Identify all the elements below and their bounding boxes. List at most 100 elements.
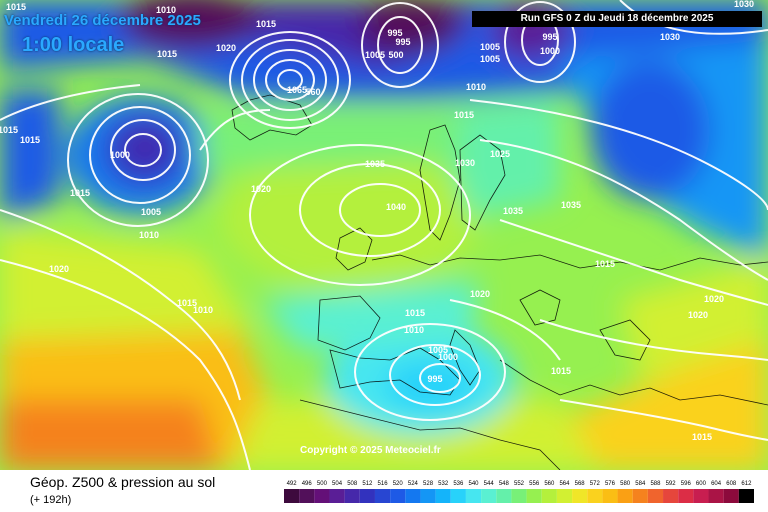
isobar-label: 1015 bbox=[551, 366, 571, 376]
legend-swatch bbox=[663, 489, 678, 503]
isobar-label: 1035 bbox=[503, 206, 523, 216]
isobar-label: 1010 bbox=[139, 230, 159, 240]
isobar-label: 1015 bbox=[70, 188, 90, 198]
legend-swatch bbox=[618, 489, 633, 503]
legend-swatch bbox=[284, 489, 299, 503]
legend-tick-label: 608 bbox=[726, 481, 737, 487]
legend-tick-label: 528 bbox=[423, 481, 434, 487]
isobar-label: 1015 bbox=[256, 19, 276, 29]
legend-tick-label: 584 bbox=[635, 481, 646, 487]
isobar-label: 1000 bbox=[438, 352, 458, 362]
isobar-label: 1020 bbox=[216, 43, 236, 53]
isobar-label: 1020 bbox=[704, 294, 724, 304]
isobar-label: 1005 bbox=[480, 42, 500, 52]
isobar-label: 1020 bbox=[49, 264, 69, 274]
legend-tick-label: 524 bbox=[408, 481, 419, 487]
legend-swatch bbox=[648, 489, 663, 503]
legend-swatch bbox=[602, 489, 617, 503]
legend-swatch bbox=[405, 489, 420, 503]
legend-tick-label: 580 bbox=[620, 481, 631, 487]
legend-tick-label: 532 bbox=[438, 481, 449, 487]
isobar-label: 1030 bbox=[734, 0, 754, 9]
isobar-label: 1015 bbox=[454, 110, 474, 120]
legend-swatch bbox=[709, 489, 724, 503]
legend-swatch bbox=[527, 489, 542, 503]
legend-swatch bbox=[299, 489, 314, 503]
legend-swatch bbox=[724, 489, 739, 503]
isobar-label: 1010 bbox=[466, 82, 486, 92]
legend-swatch bbox=[572, 489, 587, 503]
legend-swatch bbox=[511, 489, 526, 503]
isobar-label: 1005 bbox=[365, 50, 385, 60]
legend-tick-label: 572 bbox=[590, 481, 601, 487]
legend-tick-label: 568 bbox=[575, 481, 586, 487]
isobar-label: 1020 bbox=[470, 289, 490, 299]
isobar-label: 1015 bbox=[157, 49, 177, 59]
legend-swatch bbox=[451, 489, 466, 503]
legend-swatch bbox=[375, 489, 390, 503]
isobar-label: 1030 bbox=[660, 32, 680, 42]
legend-swatch bbox=[633, 489, 648, 503]
legend-swatch bbox=[345, 489, 360, 503]
legend-tick-label: 536 bbox=[453, 481, 464, 487]
isobar-label: 1015 bbox=[20, 135, 40, 145]
legend-tick-label: 564 bbox=[559, 481, 570, 487]
legend-swatch bbox=[693, 489, 708, 503]
legend-tick-label: 612 bbox=[741, 481, 752, 487]
legend-tick-label: 504 bbox=[332, 481, 343, 487]
legend-tick-label: 492 bbox=[287, 481, 298, 487]
legend-swatch bbox=[739, 489, 754, 503]
legend-tick-label: 604 bbox=[711, 481, 722, 487]
color-legend: 492 496 500 504 508 512 516 520 524 528 532 536 540 5… bbox=[284, 477, 754, 507]
isobar-label: 1010 bbox=[193, 305, 213, 315]
legend-tick-label: 544 bbox=[484, 481, 495, 487]
legend-swatch bbox=[481, 489, 496, 503]
legend-swatch bbox=[360, 489, 375, 503]
isobar-label: 995 bbox=[542, 32, 557, 42]
legend-swatch bbox=[587, 489, 602, 503]
legend-tick-label: 516 bbox=[378, 481, 389, 487]
isobar-label: 1015 bbox=[405, 308, 425, 318]
legend-tick-label: 520 bbox=[393, 481, 404, 487]
copyright: Copyright © 2025 Meteociel.fr bbox=[300, 445, 441, 456]
valid-date: Vendredi 26 décembre 2025 bbox=[4, 12, 201, 29]
isobar-label: 1025 bbox=[490, 149, 510, 159]
isobar-label: 1000 bbox=[110, 150, 130, 160]
legend-swatch bbox=[678, 489, 693, 503]
isobar-label: 1015 bbox=[0, 125, 18, 135]
isobar-label: 1015 bbox=[6, 2, 26, 12]
legend-tick-label: 596 bbox=[681, 481, 692, 487]
legend-tick-label: 576 bbox=[605, 481, 616, 487]
legend-swatch bbox=[557, 489, 572, 503]
run-info: Run GFS 0 Z du Jeudi 18 décembre 2025 bbox=[472, 11, 762, 27]
legend-tick-label: 508 bbox=[347, 481, 358, 487]
legend-swatch bbox=[496, 489, 511, 503]
isobar-label: 995 bbox=[427, 374, 442, 384]
isobar-label: 560 bbox=[305, 87, 320, 97]
legend-tick-label: 588 bbox=[650, 481, 661, 487]
local-time: 1:00 locale bbox=[22, 34, 124, 57]
isobar-label: 1010 bbox=[404, 325, 424, 335]
legend-tick-label: 512 bbox=[362, 481, 373, 487]
isobar-label: 1035 bbox=[365, 159, 385, 169]
legend-tick-label: 552 bbox=[514, 481, 525, 487]
isobar-label: 1020 bbox=[251, 184, 271, 194]
legend-tick-label: 556 bbox=[529, 481, 540, 487]
legend-swatch bbox=[314, 489, 329, 503]
legend-swatch bbox=[436, 489, 451, 503]
legend-tick-label: 592 bbox=[666, 481, 677, 487]
isobar-label: 1020 bbox=[688, 310, 708, 320]
legend-swatch bbox=[542, 489, 557, 503]
legend-tick-label: 540 bbox=[469, 481, 480, 487]
footer-bar: Géop. Z500 & pression au sol (+ 192h) 49… bbox=[0, 470, 768, 512]
legend-tick-label: 496 bbox=[302, 481, 313, 487]
chart-title: Géop. Z500 & pression au sol bbox=[30, 474, 215, 490]
legend-swatch bbox=[420, 489, 435, 503]
isobar-label: 1035 bbox=[561, 200, 581, 210]
legend-tick-label: 500 bbox=[317, 481, 328, 487]
isobar-label: 995 bbox=[395, 37, 410, 47]
legend-swatch bbox=[329, 489, 344, 503]
isobar-label: 1030 bbox=[455, 158, 475, 168]
z500-map: 1015101510101020101599599510055001015100… bbox=[0, 0, 768, 470]
